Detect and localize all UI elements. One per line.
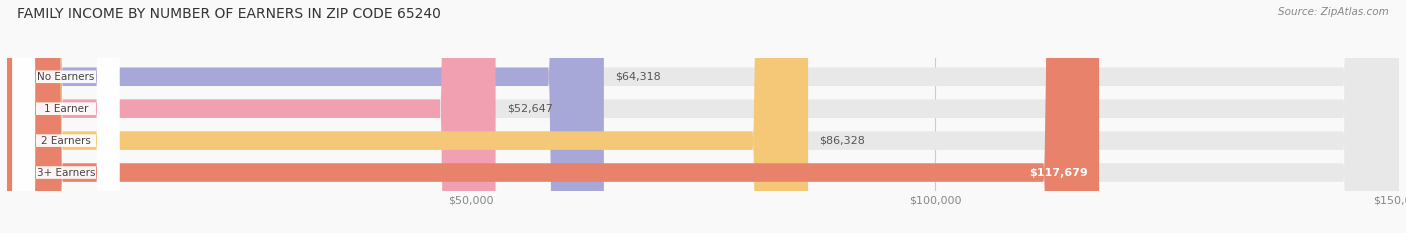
FancyBboxPatch shape [13, 0, 120, 233]
Text: $86,328: $86,328 [820, 136, 865, 146]
FancyBboxPatch shape [7, 0, 603, 233]
FancyBboxPatch shape [13, 0, 120, 233]
Text: $64,318: $64,318 [614, 72, 661, 82]
FancyBboxPatch shape [7, 0, 1399, 233]
Text: 1 Earner: 1 Earner [44, 104, 89, 114]
FancyBboxPatch shape [7, 0, 1099, 233]
Text: FAMILY INCOME BY NUMBER OF EARNERS IN ZIP CODE 65240: FAMILY INCOME BY NUMBER OF EARNERS IN ZI… [17, 7, 440, 21]
Text: Source: ZipAtlas.com: Source: ZipAtlas.com [1278, 7, 1389, 17]
Text: $52,647: $52,647 [506, 104, 553, 114]
FancyBboxPatch shape [7, 0, 808, 233]
Text: 3+ Earners: 3+ Earners [37, 168, 96, 178]
Text: No Earners: No Earners [38, 72, 94, 82]
FancyBboxPatch shape [7, 0, 1399, 233]
FancyBboxPatch shape [7, 0, 495, 233]
FancyBboxPatch shape [13, 0, 120, 233]
Text: 2 Earners: 2 Earners [41, 136, 91, 146]
FancyBboxPatch shape [7, 0, 1399, 233]
FancyBboxPatch shape [7, 0, 1399, 233]
Text: $117,679: $117,679 [1029, 168, 1088, 178]
FancyBboxPatch shape [13, 0, 120, 233]
